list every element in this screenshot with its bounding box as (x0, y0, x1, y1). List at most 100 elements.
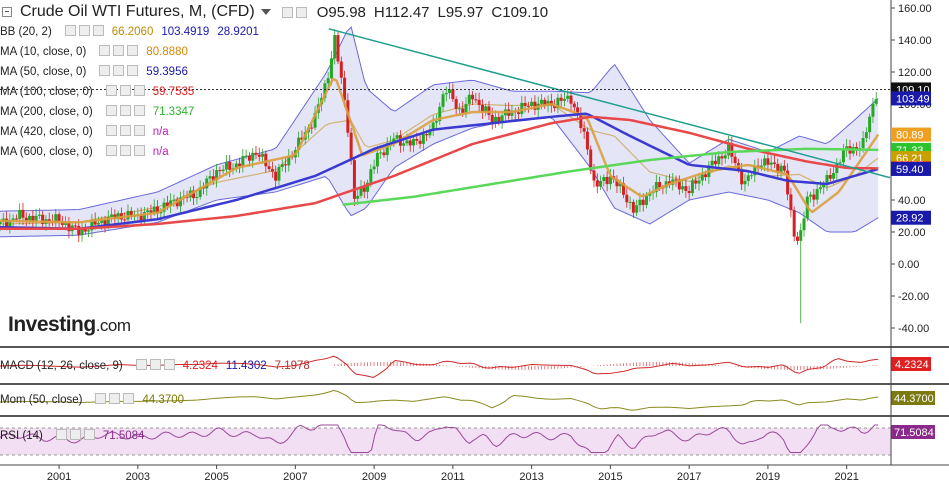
trendline-line[interactable] (328, 28, 891, 179)
candle-body (838, 162, 842, 164)
candle-body (789, 194, 793, 211)
candle-body (871, 103, 875, 117)
candle-body (41, 214, 45, 224)
eye-icon[interactable] (105, 145, 117, 156)
close-icon[interactable] (92, 25, 104, 36)
eye-icon[interactable] (99, 65, 111, 76)
candle-body (280, 164, 284, 168)
ohlc-high: 112.47 (384, 3, 430, 21)
candle-body (477, 99, 481, 105)
candle-body (700, 174, 704, 181)
close-icon[interactable] (133, 105, 145, 116)
candle-body (0, 221, 2, 224)
close-icon[interactable] (133, 125, 145, 136)
indicator-row[interactable]: MA (600, close, 0) n/a (0, 144, 169, 160)
settings-icon[interactable] (295, 6, 307, 18)
candle-body (812, 194, 816, 200)
indicator-row[interactable]: MACD (12, 26, close, 9) 4.2324 11.4302 7.19… (0, 358, 310, 374)
chevron-down-icon[interactable] (260, 9, 271, 15)
candle-body (694, 180, 698, 184)
candle-body (779, 165, 783, 173)
settings-icon[interactable] (113, 45, 125, 56)
candle-body (776, 163, 780, 173)
indicator-value: 7.1978 (274, 360, 310, 372)
candle-body (523, 102, 527, 106)
instrument-title: Crude Oil WTI Futures, M, (CFD) (20, 3, 255, 20)
settings-icon[interactable] (149, 359, 161, 370)
candle-body (746, 175, 750, 181)
candle-body (297, 137, 301, 151)
eye-icon[interactable] (64, 25, 76, 36)
rsi-band (0, 428, 891, 455)
settings-icon[interactable] (119, 145, 131, 156)
settings-icon[interactable] (109, 393, 121, 404)
eye-icon[interactable] (95, 393, 107, 404)
eye-icon[interactable] (99, 45, 111, 56)
candle-body (313, 112, 317, 128)
indicator-panes: 4.2324 44.3700 71.5084 (0, 346, 949, 456)
candle-body (57, 214, 61, 222)
indicator-row[interactable]: MA (100, close, 0) 59.7535 (0, 84, 194, 100)
x-tick-label: 2007 (283, 471, 307, 483)
indicator-value: 4.2324 (182, 360, 218, 372)
candle-body (753, 165, 757, 176)
indicator-row[interactable]: MA (420, close, 0) n/a (0, 124, 169, 140)
close-icon[interactable] (127, 45, 139, 56)
eye-icon[interactable] (105, 85, 117, 96)
indicator-value: 71.3347 (152, 106, 195, 118)
indicator-row[interactable]: MA (200, close, 0) 71.3347 (0, 104, 194, 120)
indicator-row[interactable]: MA (50, close, 0) 59.3956 (0, 64, 188, 80)
candle-body (67, 223, 71, 232)
close-icon[interactable] (83, 429, 95, 440)
indicator-row[interactable]: RSI (14) 71.5084 (0, 428, 144, 444)
eye-icon[interactable] (281, 6, 293, 18)
candle-body (582, 128, 586, 132)
y-tick-label: 40.00 (898, 195, 926, 207)
close-icon[interactable] (163, 359, 175, 370)
x-tick-label: 2013 (519, 471, 543, 483)
indicator-row[interactable]: Mom (50, close) 44.3700 (0, 392, 184, 408)
settings-icon[interactable] (69, 429, 81, 440)
candle-body (106, 216, 110, 227)
settings-icon[interactable] (113, 65, 125, 76)
candle-body (845, 146, 849, 150)
indicator-row[interactable]: MA (10, close, 0) 80.8880 (0, 44, 188, 60)
candle-body (310, 127, 314, 129)
candle-body (822, 184, 826, 188)
eye-icon[interactable] (55, 429, 67, 440)
settings-icon[interactable] (119, 105, 131, 116)
close-icon[interactable] (123, 393, 135, 404)
x-tick-label: 2009 (362, 471, 386, 483)
price-tag-box (891, 91, 931, 106)
close-icon[interactable] (133, 85, 145, 96)
ohlc-open-label: O (316, 3, 329, 21)
settings-icon[interactable] (119, 85, 131, 96)
candle-body (211, 176, 215, 181)
x-tick-label: 2017 (677, 471, 701, 483)
close-icon[interactable] (133, 145, 145, 156)
candle-body (599, 180, 603, 187)
x-tick-label: 2011 (441, 471, 465, 483)
candle-body (795, 236, 799, 241)
candle-body (405, 140, 409, 144)
ma-line (0, 77, 880, 224)
eye-icon[interactable] (105, 105, 117, 116)
indicator-row[interactable]: BB (20, 2) 66.2060 103.4919 28.9201 (0, 24, 259, 40)
investing-logo: Investing.com (8, 313, 131, 337)
eye-icon[interactable] (135, 359, 147, 370)
settings-icon[interactable] (78, 25, 90, 36)
candle-body (395, 135, 399, 139)
candle-body (566, 95, 570, 99)
settings-icon[interactable] (119, 125, 131, 136)
close-icon[interactable] (127, 65, 139, 76)
collapse-icon[interactable] (2, 7, 12, 17)
candle-body (123, 219, 127, 221)
candle-body (28, 215, 32, 221)
indicator-controls (103, 125, 145, 139)
eye-icon[interactable] (105, 125, 117, 136)
candle-body (215, 170, 219, 181)
x-tick-label: 2001 (47, 471, 71, 483)
candle-body (11, 218, 15, 221)
